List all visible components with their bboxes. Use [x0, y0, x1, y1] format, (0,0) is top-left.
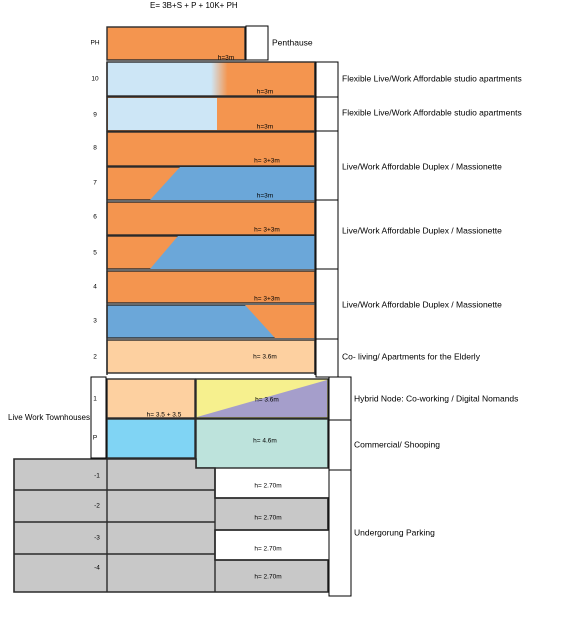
level-label: 10	[91, 76, 99, 83]
height-label: h= 3+3m	[254, 158, 280, 165]
bracket	[315, 61, 339, 98]
bracket	[328, 419, 352, 471]
height-label: h=3m	[257, 193, 273, 200]
use-label: Flexible Live/Work Affordable studio apa…	[342, 107, 522, 117]
bracket	[315, 338, 339, 378]
use-label: Live/Work Affordable Duplex / Massionett…	[342, 299, 502, 309]
brackets	[90, 25, 352, 597]
level-label: -3	[94, 535, 100, 542]
floor	[106, 131, 316, 167]
height-label: h= 2.70m	[254, 546, 281, 553]
level-label: 8	[93, 145, 97, 152]
floor-part	[108, 98, 217, 130]
level-label: 6	[93, 214, 97, 221]
use-label: Commercial/ Shooping	[354, 439, 440, 449]
level-label: -1	[94, 473, 100, 480]
use-label: Hybrid Node: Co-working / Digital Nomand…	[354, 393, 518, 403]
height-label: h=3m	[257, 89, 273, 96]
floor-part	[197, 380, 327, 417]
floor	[106, 26, 246, 61]
use-label: Penthause	[272, 37, 313, 47]
wall	[106, 62, 316, 375]
bracket	[315, 96, 339, 132]
level-label: -2	[94, 503, 100, 510]
floor	[106, 418, 196, 459]
level-label: PH	[90, 40, 99, 47]
side-label: Live Work Townhouses	[8, 413, 90, 422]
floor	[195, 418, 329, 469]
height-label: h=3m	[218, 55, 234, 62]
floor	[106, 270, 316, 304]
level-label: 9	[93, 112, 97, 119]
floor	[106, 201, 316, 236]
level-label: 4	[93, 284, 97, 291]
height-label: h= 4.6m	[253, 438, 277, 445]
height-label: h= 3.6m	[253, 354, 277, 361]
use-label: Co- living/ Apartments for the Elderly	[342, 351, 481, 361]
parking-lines	[14, 459, 329, 592]
floor-part	[150, 236, 315, 269]
use-label: Live/Work Affordable Duplex / Massionett…	[342, 225, 502, 235]
building	[13, 26, 329, 593]
bracket	[315, 130, 339, 201]
use-label: Flexible Live/Work Affordable studio apa…	[342, 73, 522, 83]
title: E= 3B+S + P + 10K+ PH	[150, 1, 238, 10]
level-label: 7	[93, 180, 97, 187]
height-label: h= 3+3m	[254, 227, 280, 234]
floor	[106, 378, 196, 419]
bracket	[90, 376, 107, 459]
height-label: h= 2.70m	[254, 574, 281, 581]
level-label: 1	[93, 396, 97, 403]
height-label: h= 3+3m	[254, 296, 280, 303]
height-label: h= 2.70m	[254, 483, 281, 490]
bracket	[315, 268, 339, 340]
height-label: h= 3.6m	[255, 397, 279, 404]
floor-part	[245, 305, 315, 338]
level-label: 2	[93, 354, 97, 361]
height-label: h= 3.5 + 3.5	[147, 412, 182, 419]
use-label: Live/Work Affordable Duplex / Massionett…	[342, 161, 502, 171]
floor-part	[150, 167, 315, 200]
level-label: P	[93, 435, 97, 442]
floor	[106, 339, 316, 374]
bracket	[315, 199, 339, 270]
height-label: h= 2.70m	[254, 515, 281, 522]
level-label: 5	[93, 250, 97, 257]
level-label: -4	[94, 565, 100, 572]
use-label: Undergorung Parking	[354, 527, 435, 537]
bracket	[245, 25, 269, 61]
labels: E= 3B+S + P + 10K+ PH Live Work Townhous…	[8, 1, 522, 581]
parking	[13, 458, 329, 593]
floor	[106, 61, 316, 97]
level-label: 3	[93, 318, 97, 325]
bracket	[328, 376, 352, 421]
height-label: h=3m	[257, 124, 273, 131]
bracket	[328, 469, 352, 597]
